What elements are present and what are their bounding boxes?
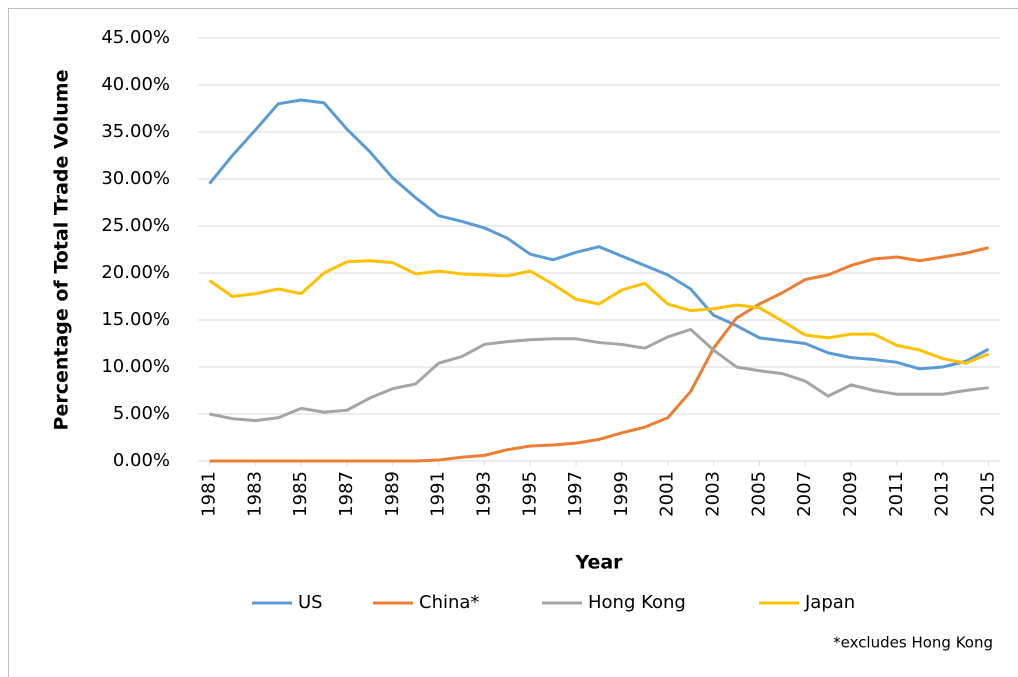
- x-tick-label: 1991: [428, 471, 449, 517]
- x-tick-label: 1995: [519, 471, 540, 517]
- y-tick-label: 45.00%: [101, 27, 170, 48]
- x-tick-label: 1983: [244, 471, 265, 517]
- legend-label: US: [298, 592, 323, 613]
- y-tick-label: 10.00%: [101, 356, 170, 377]
- x-tick-label: 1993: [473, 471, 494, 517]
- series-line: [208, 98, 990, 371]
- x-tick-label: 1987: [336, 471, 357, 517]
- y-tick-label: 25.00%: [101, 215, 170, 236]
- x-tick-label: 2003: [703, 471, 724, 517]
- y-tick-label: 40.00%: [101, 74, 170, 95]
- chart-frame: [8, 8, 1018, 677]
- x-tick-label: 2011: [886, 471, 907, 517]
- x-tick-label: 2013: [932, 471, 953, 517]
- x-tick-label: 2007: [794, 471, 815, 517]
- series-line: [209, 246, 989, 463]
- y-axis-title: Percentage of Total Trade Volume: [51, 70, 73, 431]
- x-tick-label: 1999: [611, 471, 632, 517]
- legend-label: Japan: [804, 592, 855, 613]
- y-tick-label: 35.00%: [101, 121, 170, 142]
- x-tick-label: 1981: [198, 471, 219, 517]
- x-tick-label: 1985: [290, 471, 311, 517]
- y-tick-label: 20.00%: [101, 262, 170, 283]
- y-tick-label: 5.00%: [113, 403, 170, 424]
- x-tick-label: 2005: [748, 471, 769, 517]
- legend-label: China*: [419, 592, 479, 613]
- series-line: [209, 327, 989, 423]
- y-tick-label: 0.00%: [113, 450, 170, 471]
- y-tick-label: 15.00%: [101, 309, 170, 330]
- x-tick-label: 2015: [978, 471, 999, 517]
- x-tick-label: 2009: [840, 471, 861, 517]
- x-tick-label: 2001: [657, 471, 678, 517]
- x-tick-label: 1989: [382, 471, 403, 517]
- legend-label: Hong Kong: [588, 592, 686, 613]
- annotation: *excludes Hong Kong: [833, 634, 993, 652]
- x-axis-title: Year: [574, 552, 623, 574]
- series-line: [208, 259, 990, 365]
- y-tick-label: 30.00%: [101, 168, 170, 189]
- x-tick-label: 1997: [565, 471, 586, 517]
